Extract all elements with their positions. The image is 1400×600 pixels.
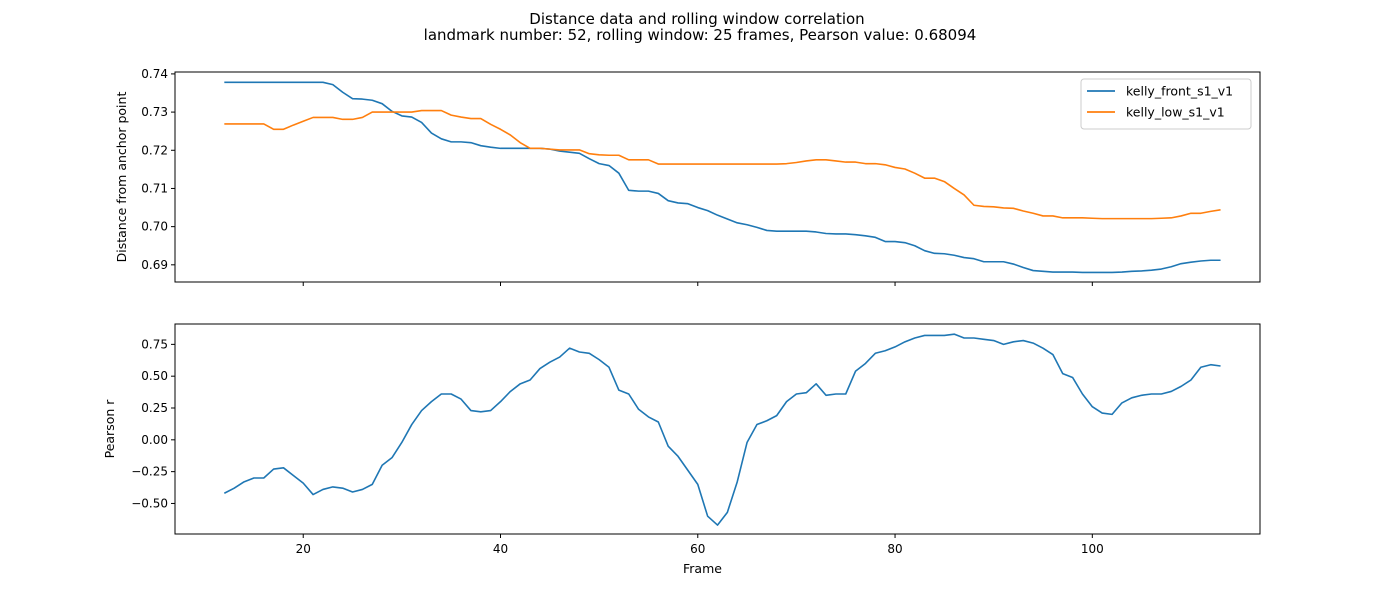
chart-title-line-2: landmark number: 52, rolling window: 25 … [424, 26, 977, 44]
x-tick-label: 20 [296, 542, 311, 556]
legend-label-1: kelly_front_s1_v1 [1126, 84, 1233, 99]
series-line-2 [224, 109, 1221, 220]
y-tick-label: 0.69 [141, 258, 168, 272]
legend-box [1080, 78, 1252, 130]
y-tick-label: 0.70 [141, 220, 168, 234]
x-tick-label: 100 [1081, 542, 1104, 556]
y-axis-label: Pearson r [102, 399, 117, 459]
y-tick-label: −0.25 [131, 465, 168, 479]
y-axis-label: Distance from anchor point [114, 92, 129, 263]
y-tick-label: 0.00 [141, 433, 168, 447]
y-tick-label: −0.50 [131, 496, 168, 510]
legend-label-2: kelly_low_s1_v1 [1126, 105, 1225, 120]
pearson-panel: 20 40 60 80 100 −0.50 −0.25 0.00 0.25 0.50 0.75 Pea… [102, 323, 1261, 576]
y-tick-label: 0.73 [141, 105, 168, 119]
legend: kelly_front_s1_v1 kelly_low_s1_v1 [1080, 78, 1252, 130]
chart-title-line-1: Distance data and rolling window correla… [529, 10, 864, 28]
plot-frame [174, 323, 1261, 535]
plot-frame [174, 71, 1261, 283]
y-tick-label: 0.74 [141, 67, 168, 81]
x-axis-label: Frame [683, 561, 722, 576]
x-tick-label: 80 [887, 542, 902, 556]
distance-panel: 0.69 0.70 0.71 0.72 0.73 0.74 Distance from an… [114, 67, 1261, 286]
y-tick-label: 0.71 [141, 181, 168, 195]
series-line-1 [224, 81, 1221, 274]
x-tick-label: 40 [493, 542, 508, 556]
y-tick-label: 0.25 [141, 401, 168, 415]
y-tick-label: 0.50 [141, 369, 168, 383]
x-tick-label: 60 [690, 542, 705, 556]
y-tick-label: 0.72 [141, 143, 168, 157]
y-tick-label: 0.75 [141, 337, 168, 351]
series-line-1 [223, 333, 1221, 526]
